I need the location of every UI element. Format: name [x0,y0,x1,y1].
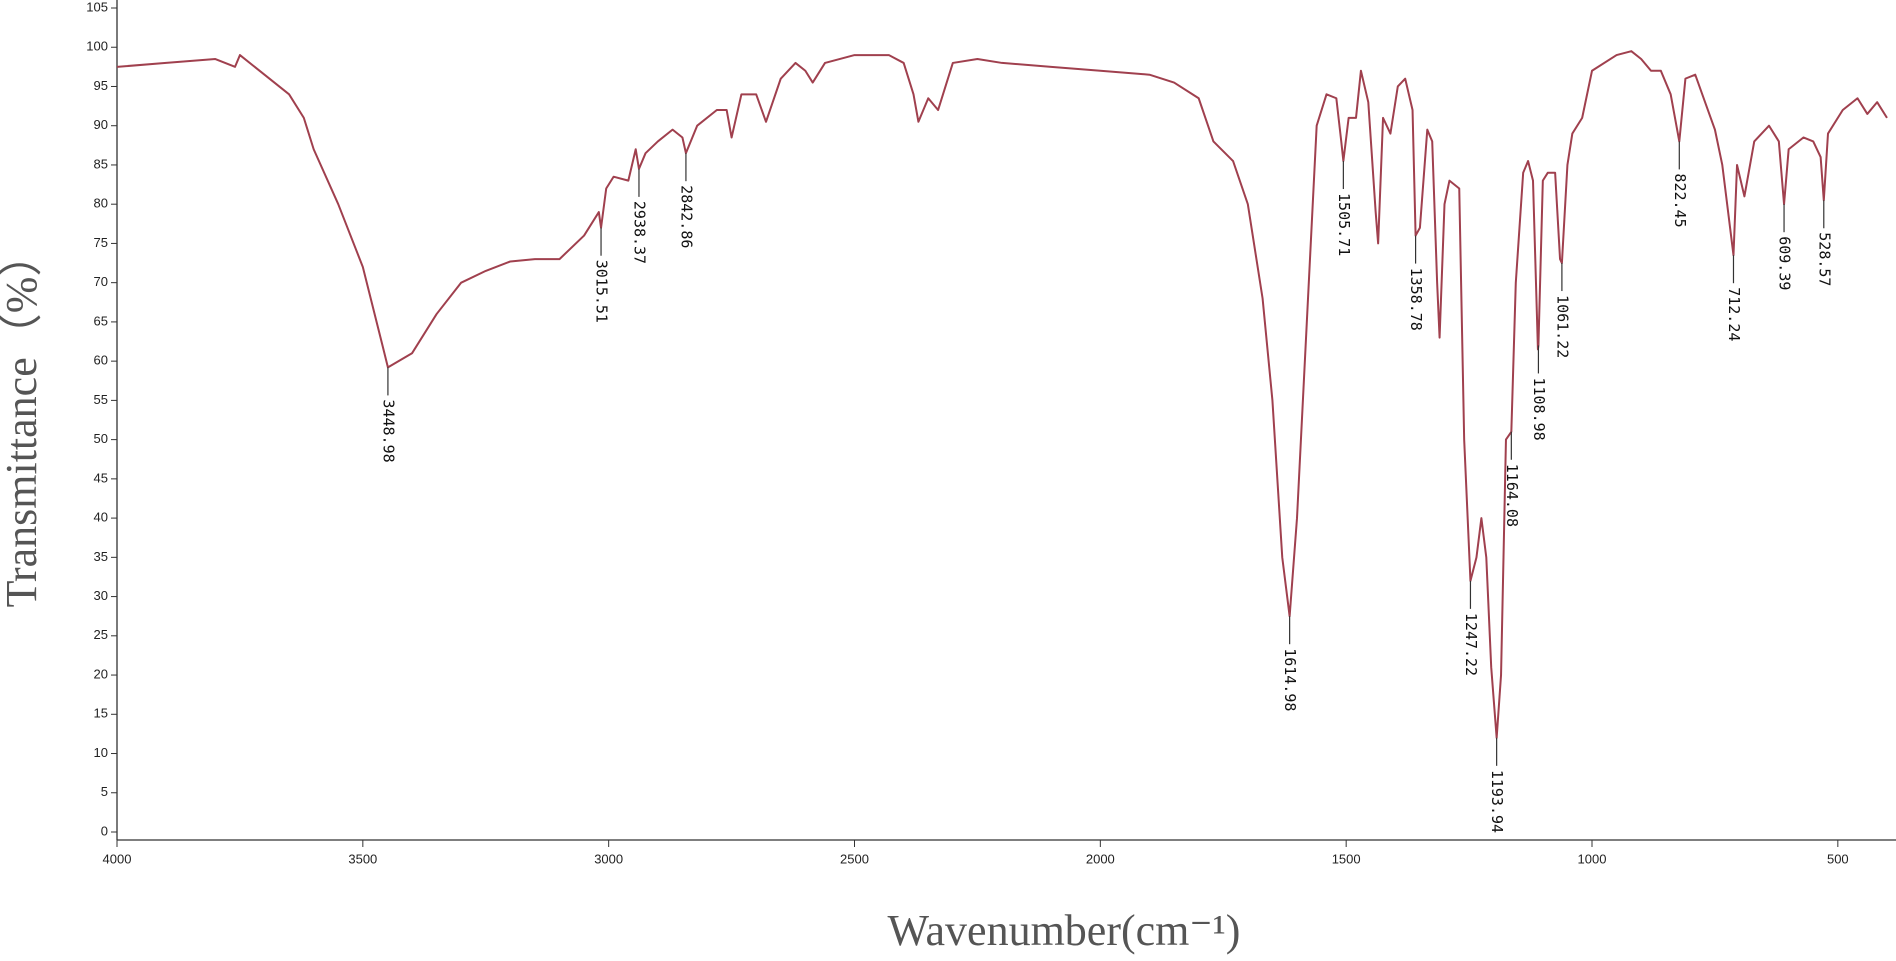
y-tick-label: 5 [101,784,108,799]
x-axis-title: Wavenumber(cm⁻¹) [888,906,1241,955]
y-axis-title: Transmittance（%） [0,233,46,608]
y-tick-label: 70 [94,274,108,289]
peak-label: 1358.78 [1407,268,1425,331]
x-tick-label: 1000 [1578,851,1607,866]
y-tick-label: 90 [94,117,108,132]
peak-label: 609.39 [1776,236,1794,290]
peak-label: 1108.98 [1530,377,1548,440]
y-tick-label: 100 [86,39,108,54]
x-tick-label: 3500 [348,851,377,866]
y-tick-label: 50 [94,431,108,446]
y-tick-label: 75 [94,235,108,250]
peak-label: 1247.22 [1462,613,1480,676]
y-tick-label: 40 [94,510,108,525]
y-tick-label: 45 [94,470,108,485]
x-tick-label: 500 [1827,851,1849,866]
y-tick-label: 30 [94,588,108,603]
y-tick-label: 10 [94,745,108,760]
x-tick-label: 1500 [1332,851,1361,866]
spectrum-line [116,50,1888,739]
peak-label: 2842.86 [677,185,695,248]
y-tick-label: 0 [101,823,108,838]
peak-label: 1193.94 [1488,770,1506,833]
x-tick-label: 2500 [840,851,869,866]
y-tick-label: 60 [94,353,108,368]
peak-label: 712.24 [1725,287,1743,341]
peak-label: 1061.22 [1553,295,1571,358]
peak-label: 3015.51 [593,260,611,323]
y-tick-label: 20 [94,666,108,681]
peak-label: 528.57 [1815,232,1833,286]
peak-label: 2938.37 [630,201,648,264]
y-tick-label: 25 [94,627,108,642]
peak-label: 1505.71 [1335,193,1353,256]
x-tick-label: 4000 [103,851,132,866]
y-tick-label: 80 [94,196,108,211]
peak-label: 1614.98 [1281,648,1299,711]
y-tick-label: 65 [94,313,108,328]
peak-label: 1164.08 [1503,464,1521,527]
y-tick-label: 15 [94,706,108,721]
y-tick-label: 105 [86,0,108,14]
x-tick-label: 3000 [594,851,623,866]
y-tick-label: 95 [94,78,108,93]
peak-label: 3448.98 [379,399,397,462]
x-tick-label: 2000 [1086,851,1115,866]
y-tick-label: 35 [94,549,108,564]
y-tick-label: 85 [94,156,108,171]
y-tick-label: 55 [94,392,108,407]
peak-label: 822.45 [1671,173,1689,227]
